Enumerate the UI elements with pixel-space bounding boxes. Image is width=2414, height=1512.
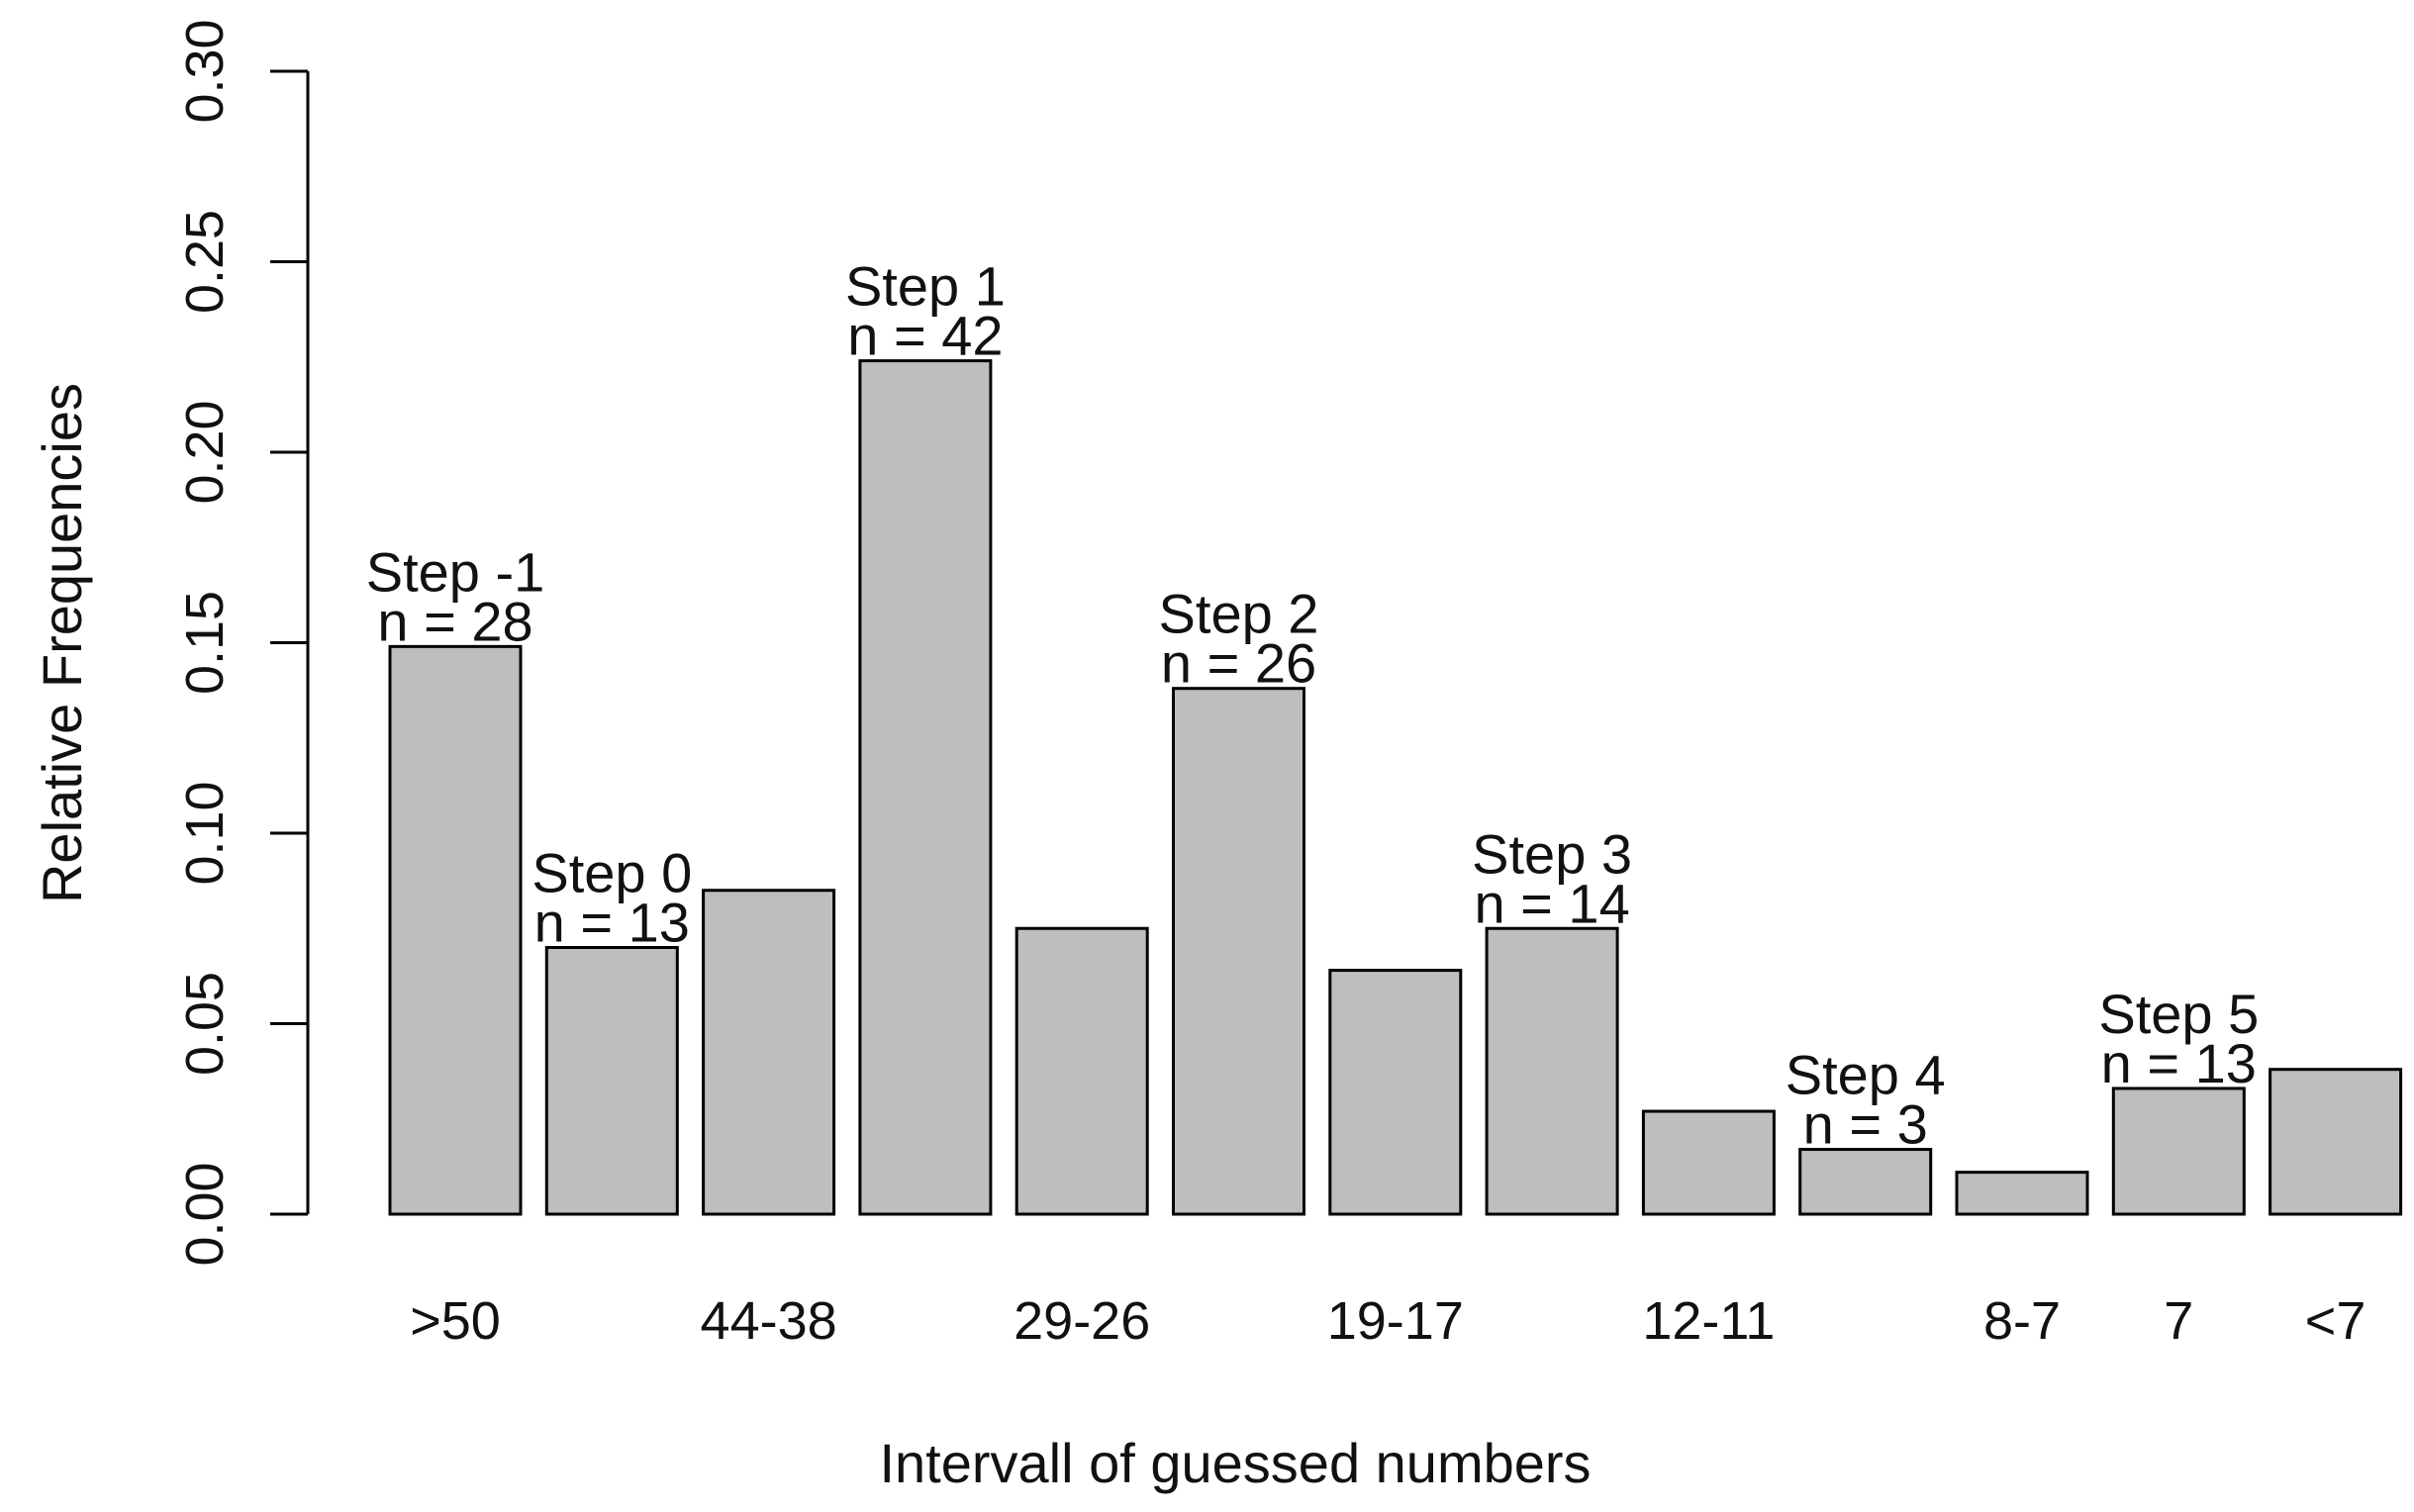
bar-step-label: Step 0	[531, 842, 692, 904]
bar-step-label: Step 1	[845, 255, 1006, 318]
bar-n-label: n = 3	[1803, 1093, 1928, 1156]
x-tick-label: 19-17	[1327, 1291, 1464, 1351]
bar-3	[858, 359, 993, 1216]
bar-2	[702, 889, 836, 1216]
bar-step-label: Step 3	[1472, 822, 1632, 885]
y-tick-label: 0.20	[175, 400, 235, 504]
x-tick-label: <7	[2305, 1291, 2366, 1351]
bar-n-label: n = 26	[1161, 632, 1316, 695]
bar-step-label: Step 5	[2098, 983, 2259, 1045]
bar-step-label: Step 4	[1786, 1044, 1946, 1106]
bar-n-label: n = 28	[377, 590, 532, 652]
bar-6	[1328, 969, 1463, 1216]
x-tick-label: >50	[410, 1291, 501, 1351]
y-axis: 0.00 0.05 0.10 0.15 0.20 0.25 0.30	[175, 19, 310, 1267]
bar-7	[1485, 926, 1619, 1216]
bar-5	[1172, 687, 1305, 1216]
bar-step-label: Step -1	[366, 540, 545, 603]
bar-n-label: n = 14	[1474, 872, 1629, 934]
bar-4	[1014, 926, 1149, 1216]
bar-8	[1641, 1109, 1776, 1216]
bar-n-label: n = 13	[2101, 1032, 2257, 1094]
bar-10	[1955, 1171, 2089, 1216]
y-tick-label: 0.25	[175, 210, 235, 314]
x-tick-label: 7	[2164, 1291, 2193, 1351]
bar-11	[2111, 1087, 2246, 1216]
bar-0	[388, 644, 523, 1216]
bars	[388, 359, 2403, 1216]
x-axis-tick-labels: >50 44-38 29-26 19-17 12-11 8-7 7 <7	[410, 1291, 2366, 1351]
y-tick-label: 0.10	[175, 781, 235, 885]
y-tick-label: 0.00	[175, 1162, 235, 1266]
x-tick-label: 44-38	[701, 1291, 837, 1351]
x-tick-label: 12-11	[1642, 1291, 1775, 1351]
x-tick-label: 29-26	[1014, 1291, 1150, 1351]
y-axis-title: Relative Frequencies	[31, 383, 93, 903]
y-tick-label: 0.30	[175, 19, 235, 123]
y-tick-label: 0.15	[175, 591, 235, 695]
bar-1	[544, 946, 679, 1216]
bar-9	[1798, 1148, 1933, 1216]
bar-n-label: n = 13	[534, 892, 690, 954]
x-tick-label: 8-7	[1983, 1291, 2061, 1351]
y-tick-label: 0.05	[175, 972, 235, 1076]
bar-12	[2269, 1068, 2403, 1216]
x-axis-title: Intervall of guessed numbers	[879, 1432, 1591, 1494]
bar-step-label: Step 2	[1159, 583, 1319, 645]
bar-n-label: n = 42	[847, 305, 1003, 367]
